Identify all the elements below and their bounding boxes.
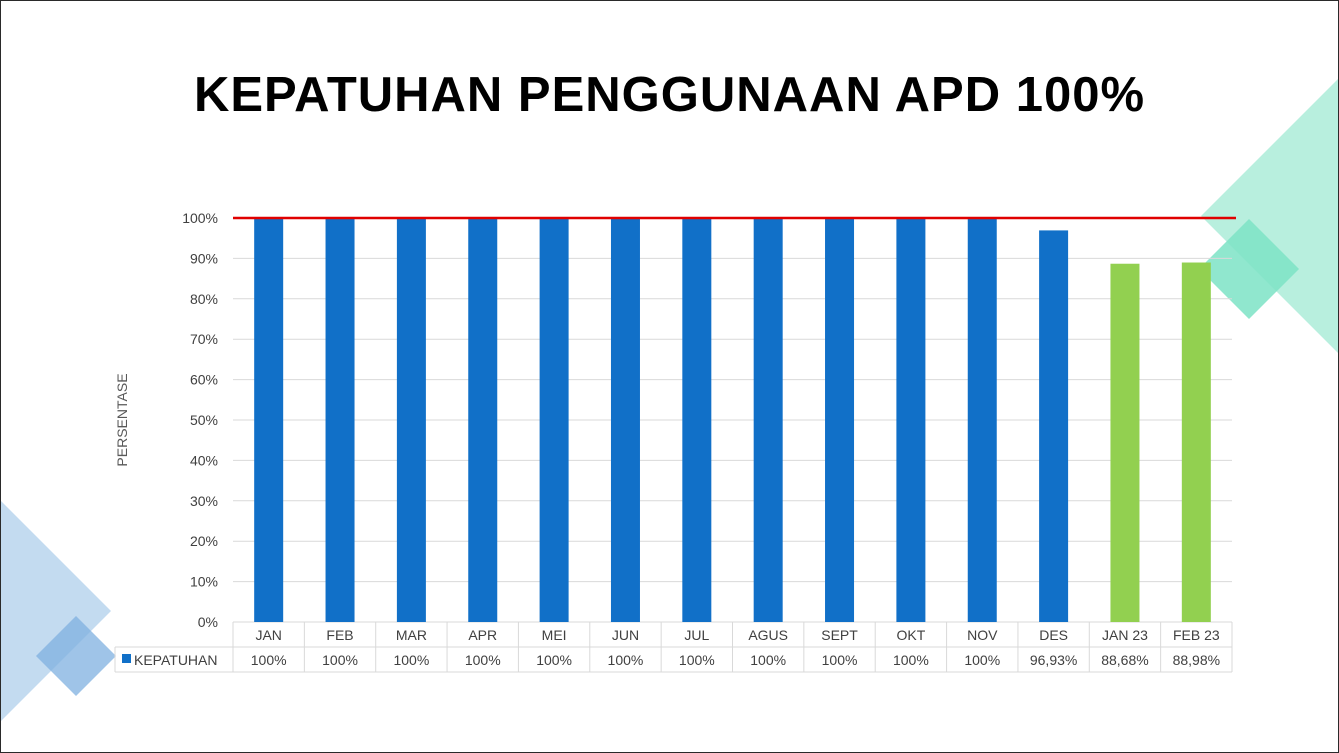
x-tick-label: AGUS [748, 627, 788, 643]
bar [254, 218, 284, 622]
y-axis-label: PERSENTASE [114, 373, 130, 466]
deco-diamond-right-small [1199, 219, 1299, 319]
bar [896, 218, 926, 622]
x-tick-label: JUL [684, 627, 709, 643]
x-tick-label: OKT [897, 627, 926, 643]
slide-title: KEPATUHAN PENGGUNAAN APD 100% [193, 68, 1146, 122]
bar [539, 218, 569, 622]
x-tick-label: APR [468, 627, 497, 643]
y-tick-label: 80% [190, 291, 218, 307]
x-tick-label: DES [1039, 627, 1068, 643]
data-label: 100% [536, 652, 572, 668]
data-label: 100% [679, 652, 715, 668]
y-tick-label: 20% [190, 533, 218, 549]
y-tick-label: 60% [190, 372, 218, 388]
bar [396, 218, 426, 622]
data-label: 100% [465, 652, 501, 668]
x-tick-label: FEB 23 [1173, 627, 1220, 643]
deco-diamond-left-small [36, 616, 116, 696]
x-tick-label: JAN [255, 627, 281, 643]
y-tick-label: 50% [190, 412, 218, 428]
y-tick-label: 30% [190, 493, 218, 509]
data-label: 100% [822, 652, 858, 668]
bar [1181, 262, 1211, 622]
data-label: 100% [608, 652, 644, 668]
data-label: 100% [964, 652, 1000, 668]
series-name-label: KEPATUHAN [134, 652, 218, 668]
x-tick-label: JUN [612, 627, 639, 643]
legend-key [122, 654, 131, 663]
bar [753, 218, 783, 622]
bar [967, 218, 997, 622]
data-label: 100% [322, 652, 358, 668]
bars [254, 218, 1211, 622]
data-table: JAN 100% FEB 100% MAR 100% APR 100% MEI 100% JUN 10… [114, 622, 1233, 673]
y-tick-label: 100% [182, 210, 218, 226]
y-axis-ticks: 0% 10% 20% 30% 40% 50% 60% 70% 80% 90% 100% [182, 210, 218, 630]
data-label: 88,68% [1101, 652, 1148, 668]
data-label: 100% [750, 652, 786, 668]
bar [325, 218, 355, 622]
bar [1110, 263, 1140, 622]
bar [610, 218, 640, 622]
data-label: 100% [251, 652, 287, 668]
data-label: 88,98% [1173, 652, 1220, 668]
y-tick-label: 70% [190, 331, 218, 347]
bar [825, 218, 855, 622]
gridlines [233, 217, 1232, 623]
x-tick-label: JAN 23 [1102, 627, 1148, 643]
y-tick-label: 40% [190, 452, 218, 468]
x-tick-label: MEI [542, 627, 567, 643]
data-label: 100% [893, 652, 929, 668]
deco-diamond-left-large [1, 501, 111, 721]
bar [468, 218, 498, 622]
x-tick-label: FEB [326, 627, 353, 643]
y-tick-label: 90% [190, 250, 218, 266]
bar [682, 218, 712, 622]
data-label: 96,93% [1030, 652, 1077, 668]
x-tick-label: NOV [967, 627, 998, 643]
deco-diamond-right-large [1201, 79, 1338, 353]
x-tick-label: MAR [396, 627, 427, 643]
y-tick-label: 10% [190, 574, 218, 590]
y-tick-label: 0% [198, 614, 218, 630]
x-tick-label: SEPT [821, 627, 858, 643]
bar [1039, 230, 1069, 622]
data-label: 100% [393, 652, 429, 668]
